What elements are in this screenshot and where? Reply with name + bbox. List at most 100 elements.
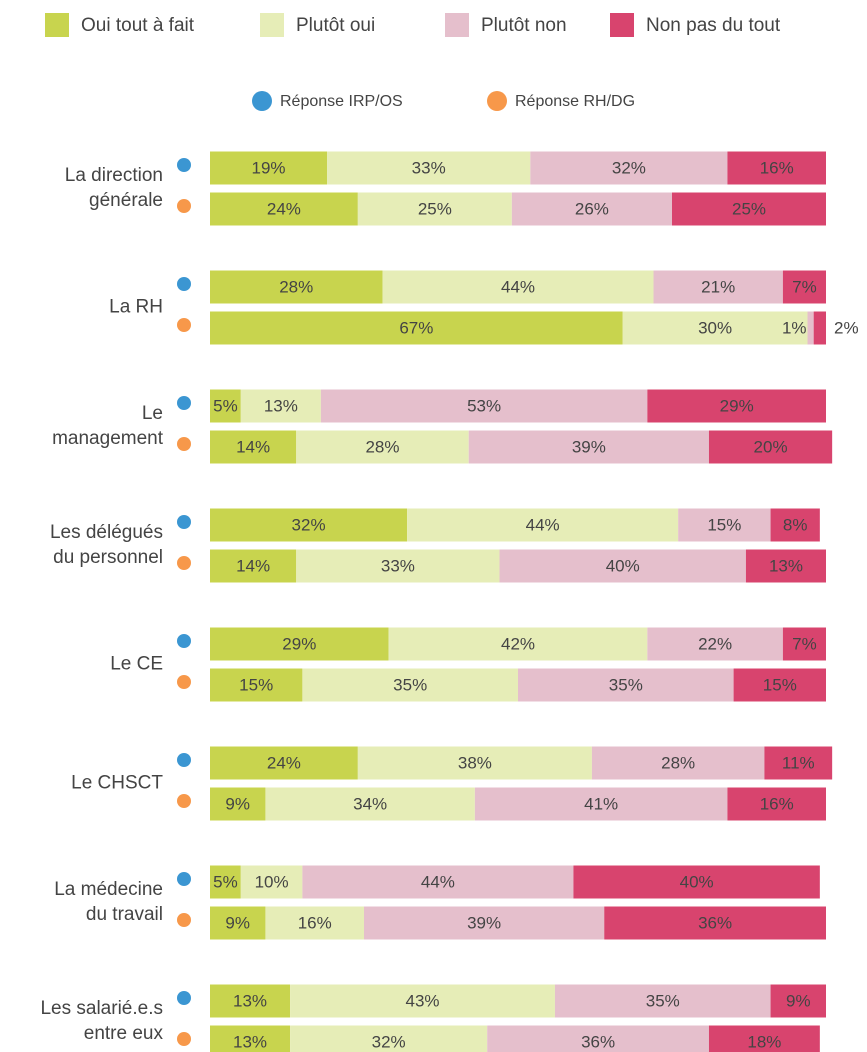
value-label: 8% [783,515,808,534]
category-label: Le CE [110,654,163,675]
bar-segment [474,787,728,821]
value-label: 7% [792,277,817,296]
value-label: 44% [526,515,560,534]
value-label: 44% [501,277,535,296]
value-label: 36% [698,913,732,932]
value-label: 32% [292,515,326,534]
respondent-dot [177,872,191,886]
category-label: entre eux [84,1023,164,1044]
value-label: 35% [393,675,427,694]
legend-label: Plutôt non [481,15,567,36]
bar-segment [302,668,518,702]
respondent-dot [177,634,191,648]
category-label: du personnel [53,547,163,568]
value-label: 15% [707,515,741,534]
respondent-dot [177,1032,191,1046]
bar-segment [407,508,679,542]
respondent-dot [177,318,191,332]
bar-segment [357,746,592,780]
legend-dot [487,91,507,111]
bar-segment [733,668,826,702]
value-label: 39% [467,913,501,932]
respondent-dot [177,556,191,570]
bar-segment [210,865,241,899]
value-label: 5% [213,396,238,415]
bar-segment [290,1025,488,1052]
value-label: 14% [236,556,270,575]
bar-segment [382,270,654,304]
bar-segment [210,549,297,583]
value-label: 29% [282,634,316,653]
value-label: 43% [406,991,440,1010]
value-label: 20% [754,437,788,456]
value-label: 9% [225,794,250,813]
bar-segment [210,787,266,821]
bar-segment [745,549,826,583]
legend-label: Réponse IRP/OS [280,93,403,110]
bar-segment [813,311,826,345]
bar-segment [782,270,826,304]
value-label: 15% [763,675,797,694]
value-label: 11% [782,753,815,772]
category-label: Le [142,403,163,424]
value-label: 13% [264,396,298,415]
bar-segment [210,430,297,464]
category-label: La RH [109,297,163,318]
value-label: 40% [680,872,714,891]
value-label: 16% [298,913,332,932]
value-label: 44% [421,872,455,891]
value-label: 9% [786,991,811,1010]
value-label: 39% [572,437,606,456]
legend-swatch [445,13,469,37]
bar-segment [210,1025,291,1052]
legend-label: Plutôt oui [296,15,375,36]
value-label: 28% [661,753,695,772]
bar-segment [210,270,383,304]
category-label: Les délégués [50,522,163,543]
value-label: 35% [609,675,643,694]
bar-segment [357,192,512,226]
value-label: 22% [698,634,732,653]
bar-segment [807,311,814,345]
respondent-dot [177,396,191,410]
bar-segment [647,389,826,423]
bar-segment [487,1025,709,1052]
value-label: 16% [760,794,794,813]
bar-segment [210,984,291,1018]
value-label: 38% [458,753,492,772]
category-label: La direction [65,165,163,186]
bar-segment [708,430,833,464]
bar-segment [364,906,605,940]
bar-segment [727,787,826,821]
value-label: 9% [225,913,250,932]
respondent-dot [177,991,191,1005]
bar-segment [296,430,469,464]
legend-dot [252,91,272,111]
bar-segment [554,984,771,1018]
value-label: 28% [365,437,399,456]
bar-segment [210,746,358,780]
value-label: 15% [239,675,273,694]
bar-segment [290,984,555,1018]
bar-segment [672,192,826,226]
value-label: 19% [252,158,286,177]
value-label: 1% [782,318,807,337]
value-label: 16% [760,158,794,177]
bar-segment [210,627,389,661]
bar-segment [265,787,475,821]
value-label: 29% [720,396,754,415]
bar-segment [511,192,672,226]
value-label: 25% [418,199,452,218]
legend-label: Non pas du tout [646,15,781,36]
value-label: 21% [701,277,735,296]
legend-label: Réponse RH/DG [515,93,635,110]
bar-segment [647,627,783,661]
value-label: 32% [612,158,646,177]
value-label: 13% [233,1032,267,1051]
bar-segment [530,151,728,185]
bar-segment [210,389,241,423]
bar-segment [265,906,364,940]
value-label: 41% [584,794,618,813]
value-label: 26% [575,199,609,218]
